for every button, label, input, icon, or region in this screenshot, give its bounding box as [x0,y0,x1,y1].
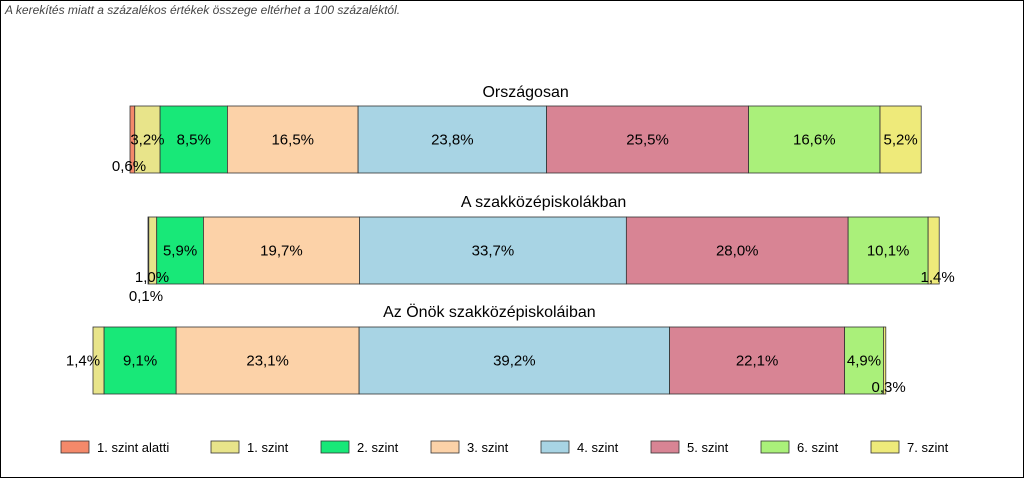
bar-2-label-5: 33,7% [472,243,515,260]
bar-1-segment-2 [134,105,161,174]
legend-swatch-8 [870,440,900,454]
bar-2-label-2: 1,0% [135,269,169,286]
rounding-note: A kerekítés miatt a százalékos értékek ö… [5,3,401,17]
legend-label-1: 1. szint alatti [97,440,169,455]
legend-swatch-2 [210,440,240,454]
bar-3-segment-4 [175,326,360,395]
bar-2-label-8: 1,4% [921,269,955,286]
bar-3-segment-3 [103,326,177,395]
bar-1-label-3: 8,5% [177,132,211,149]
legend-label-7: 6. szint [797,440,839,455]
legend-label-4: 3. szint [467,440,509,455]
legend-swatch-7 [760,440,790,454]
bar-3-segment-7 [844,326,884,395]
bar-3-label-4: 23,1% [246,353,289,370]
bar-3-label-7: 4,9% [847,353,881,370]
bar-1-label-6: 25,5% [626,132,669,149]
bar-1-segment-5 [357,105,548,174]
bar-3-segment-5 [358,326,670,395]
bar-title-2: A szakközépiskolákban [461,194,626,211]
bar-1-segment-6 [546,105,749,174]
legend-label-3: 2. szint [357,440,399,455]
legend-label-8: 7. szint [907,440,949,455]
legend-swatch-5 [540,440,570,454]
bar-1-segment-7 [748,105,881,174]
bar-1-label-4: 16,5% [271,132,314,149]
bar-2-label-3: 5,9% [163,243,197,260]
bar-2-label-4: 19,7% [260,243,303,260]
bar-1-label-2: 3,2% [130,132,164,149]
bar-3-label-6: 22,1% [736,353,779,370]
legend-swatch-1 [60,440,90,454]
bar-title-1: Országosan [482,84,568,101]
legend-label-6: 5. szint [687,440,729,455]
bar-2-segment-8 [927,216,940,285]
legend-label-2: 1. szint [247,440,289,455]
bar-2-segment-7 [847,216,929,285]
bar-3-label-8: 0,3% [872,379,906,396]
bar-3-label-5: 39,2% [493,353,536,370]
bar-2-segment-3 [156,216,204,285]
bar-2-label-6: 28,0% [716,243,759,260]
bar-2-label-7: 10,1% [867,243,910,260]
bar-3-label-2: 1,4% [66,353,100,370]
bar-2-segment-5 [359,216,627,285]
bar-1-label-8: 5,2% [884,132,918,149]
legend-label-5: 4. szint [577,440,619,455]
legend-swatch-6 [650,440,680,454]
bar-2-label-1: 0,1% [129,288,163,305]
bar-1-label-5: 23,8% [431,132,474,149]
bar-1-label-7: 16,6% [793,132,836,149]
bar-3-segment-6 [669,326,846,395]
bar-3-label-3: 9,1% [123,353,157,370]
bar-1-segment-4 [227,105,359,174]
legend-swatch-3 [320,440,350,454]
bar-1-label-1: 0,6% [112,158,146,175]
bar-1-segment-8 [879,105,922,174]
legend-swatch-4 [430,440,460,454]
bar-3-segment-8 [883,326,887,395]
bar-title-3: Az Önök szakközépiskoláiban [383,303,596,321]
bar-2-segment-6 [625,216,849,285]
